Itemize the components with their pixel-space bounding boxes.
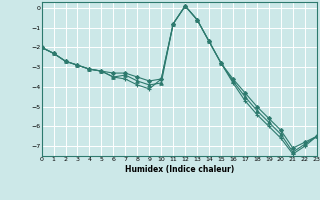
X-axis label: Humidex (Indice chaleur): Humidex (Indice chaleur) <box>124 165 234 174</box>
